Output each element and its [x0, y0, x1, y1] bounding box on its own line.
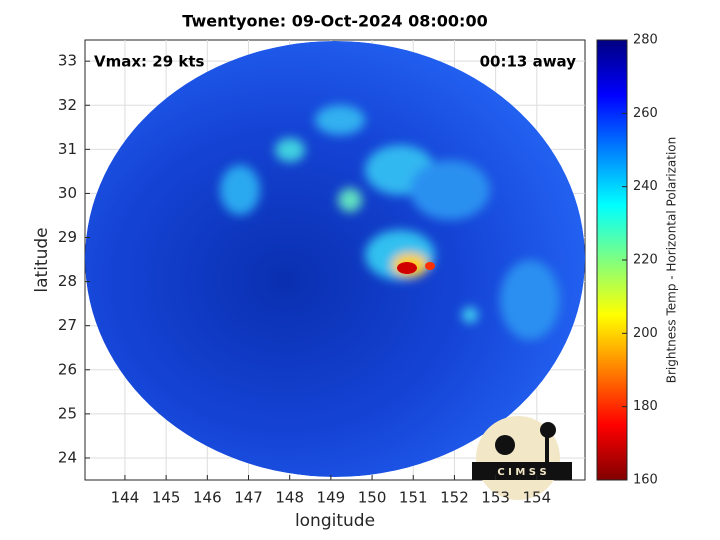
- x-tick-label: 153: [481, 489, 510, 507]
- y-tick-label: 27: [58, 316, 77, 334]
- annotation: Vmax: 29 kts: [94, 53, 204, 71]
- x-tick-label: 146: [193, 489, 222, 507]
- x-tick-label: 144: [111, 489, 140, 507]
- y-tick-label: 32: [58, 96, 77, 114]
- annotation: 00:13 away: [480, 53, 577, 71]
- logo-text: C I M S S: [497, 467, 546, 478]
- colorbar-tick-label: 180: [633, 399, 658, 414]
- y-tick-label: 31: [58, 140, 77, 158]
- colorbar-tick-label: 260: [633, 106, 658, 121]
- y-tick-label: 33: [58, 52, 77, 70]
- y-tick-label: 30: [58, 184, 77, 202]
- x-tick-label: 154: [522, 489, 551, 507]
- x-axis-label: longitude: [295, 511, 375, 531]
- x-tick-label: 145: [152, 489, 181, 507]
- colorbar-tick-label: 240: [633, 179, 658, 194]
- y-tick-label: 26: [58, 360, 77, 378]
- y-axis-label: latitude: [32, 227, 52, 292]
- y-tick-label: 25: [58, 404, 77, 422]
- x-tick-label: 151: [399, 489, 428, 507]
- colorbar-tick-label: 160: [633, 473, 658, 488]
- y-tick-label: 24: [58, 448, 77, 466]
- x-tick-label: 148: [275, 489, 304, 507]
- y-tick-label: 29: [58, 228, 77, 246]
- cimss-logo: C I M S S: [472, 416, 572, 500]
- x-tick-label: 152: [440, 489, 469, 507]
- x-tick-label: 149: [317, 489, 346, 507]
- brightness-image: [85, 41, 585, 477]
- x-tick-label: 147: [234, 489, 263, 507]
- colorbar-tick-label: 280: [633, 33, 658, 48]
- colorbar-label: Brightness Temp - Horizontal Polarizatio…: [665, 137, 679, 384]
- x-tick-label: 150: [358, 489, 387, 507]
- colorbar-tick-label: 220: [633, 253, 658, 268]
- colorbar-tick-label: 200: [633, 326, 658, 341]
- chart-title: Twentyone: 09-Oct-2024 08:00:00: [182, 12, 487, 31]
- y-tick-label: 28: [58, 272, 77, 290]
